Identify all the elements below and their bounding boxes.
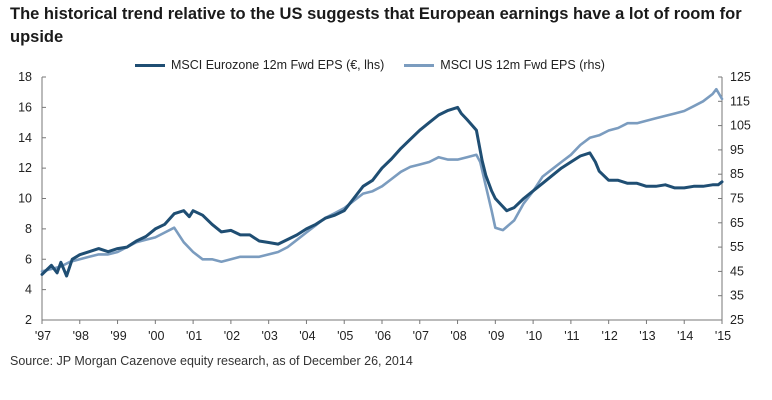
x-tick-label: '06 xyxy=(375,329,391,343)
y-right-tick-label: 65 xyxy=(730,216,744,230)
x-tick-label: '00 xyxy=(148,329,164,343)
y-left-tick-label: 18 xyxy=(18,70,32,84)
chart-title: The historical trend relative to the US … xyxy=(10,5,742,46)
x-tick-label: '97 xyxy=(35,329,51,343)
legend-label-us: MSCI US 12m Fwd EPS (rhs) xyxy=(440,58,605,72)
y-left-tick-label: 4 xyxy=(25,283,32,297)
y-right-tick-label: 105 xyxy=(730,119,751,133)
chart-legend: MSCI Eurozone 12m Fwd EPS (€, lhs) MSCI … xyxy=(135,58,625,72)
x-tick-label: '03 xyxy=(262,329,278,343)
eurozone-eps-line xyxy=(40,105,724,278)
y-left-tick-label: 10 xyxy=(18,192,32,206)
us-eps-line xyxy=(40,87,724,273)
y-right-tick-label: 125 xyxy=(730,70,751,84)
x-tick-label: '11 xyxy=(564,329,579,343)
x-tick-label: '04 xyxy=(299,329,315,343)
y-right-tick-label: 35 xyxy=(730,289,744,303)
y-left-tick-label: 8 xyxy=(25,222,32,236)
legend-swatch-us xyxy=(404,63,435,67)
x-tick-label: '13 xyxy=(639,329,655,343)
y-right-tick-label: 85 xyxy=(730,167,744,181)
y-right-tick-label: 115 xyxy=(730,94,750,108)
legend-label-eurozone: MSCI Eurozone 12m Fwd EPS (€, lhs) xyxy=(171,58,385,72)
legend-swatch-eurozone xyxy=(135,63,165,67)
x-tick-label: '07 xyxy=(413,329,429,343)
y-right-tick-label: 95 xyxy=(730,143,744,157)
x-tick-label: '09 xyxy=(488,329,504,343)
x-tick-label: '01 xyxy=(186,329,202,343)
legend-item-us: MSCI US 12m Fwd EPS (rhs) xyxy=(404,58,605,72)
x-tick-label: '98 xyxy=(73,329,89,343)
y-left-tick-label: 12 xyxy=(18,161,32,175)
y-right-tick-label: 25 xyxy=(730,313,744,327)
legend-item-eurozone: MSCI Eurozone 12m Fwd EPS (€, lhs) xyxy=(135,58,384,72)
x-tick-label: '14 xyxy=(677,329,693,343)
y-left-tick-label: 14 xyxy=(18,131,32,145)
x-tick-label: '10 xyxy=(526,329,542,343)
x-tick-label: '15 xyxy=(715,329,731,343)
y-right-tick-label: 45 xyxy=(730,264,744,278)
y-right-tick-label: 55 xyxy=(730,240,744,254)
y-left-tick-label: 2 xyxy=(25,313,32,327)
x-tick-label: '02 xyxy=(224,329,240,343)
y-left-tick-label: 16 xyxy=(18,100,32,114)
source-note: Source: JP Morgan Cazenove equity resear… xyxy=(10,354,413,368)
y-left-tick-label: 6 xyxy=(25,252,32,266)
y-right-tick-label: 75 xyxy=(730,192,744,206)
x-tick-label: '08 xyxy=(450,329,466,343)
x-tick-label: '05 xyxy=(337,329,353,343)
x-tick-label: '99 xyxy=(110,329,126,343)
x-tick-label: '12 xyxy=(602,329,618,343)
